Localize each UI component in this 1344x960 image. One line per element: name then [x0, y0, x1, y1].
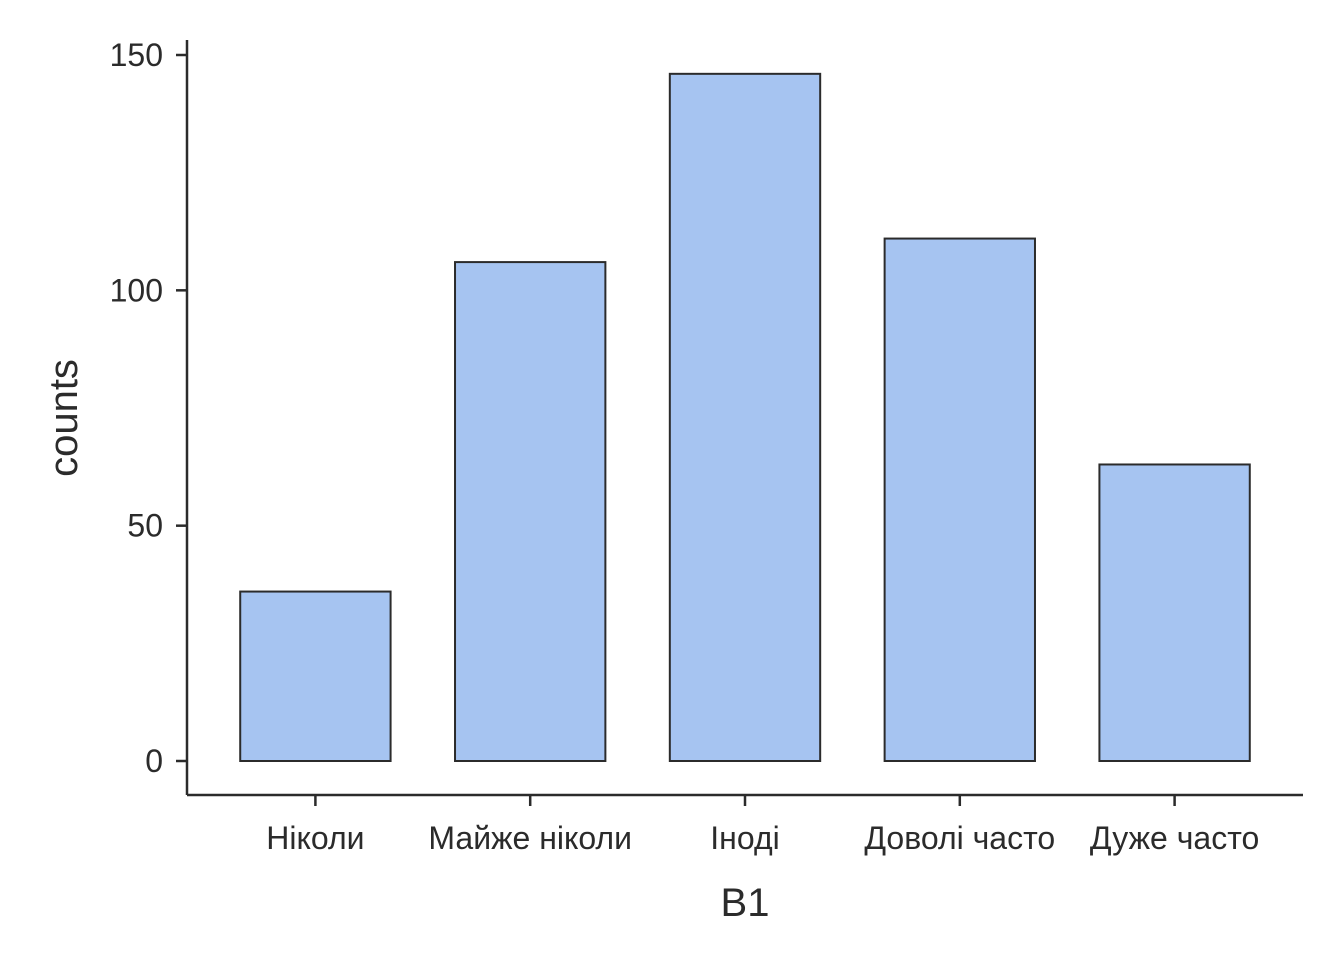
x-tick-label: Дуже часто	[1090, 820, 1259, 856]
y-axis-title: counts	[42, 359, 86, 477]
x-tick-label: Іноді	[710, 820, 779, 856]
y-axis-ticks: 0 50 100 150	[110, 37, 187, 779]
x-tick-label: Ніколи	[266, 820, 364, 856]
x-tick-label: Доволі часто	[864, 820, 1055, 856]
x-tick-label: Майже ніколи	[428, 820, 632, 856]
y-tick-label: 100	[110, 272, 163, 308]
bar-1	[454, 261, 607, 762]
bar-4	[1098, 463, 1251, 762]
y-tick-label: 150	[110, 37, 163, 73]
bar-2	[668, 72, 822, 763]
bar-0	[239, 590, 392, 762]
y-tick-label: 50	[127, 508, 163, 544]
y-tick-label: 0	[145, 743, 163, 779]
x-axis-title: B1	[721, 881, 770, 925]
bar-3	[883, 237, 1036, 762]
bars-group	[239, 72, 1251, 763]
x-axis-ticks: Ніколи Майже ніколи Іноді Доволі часто Дуже …	[266, 795, 1259, 856]
